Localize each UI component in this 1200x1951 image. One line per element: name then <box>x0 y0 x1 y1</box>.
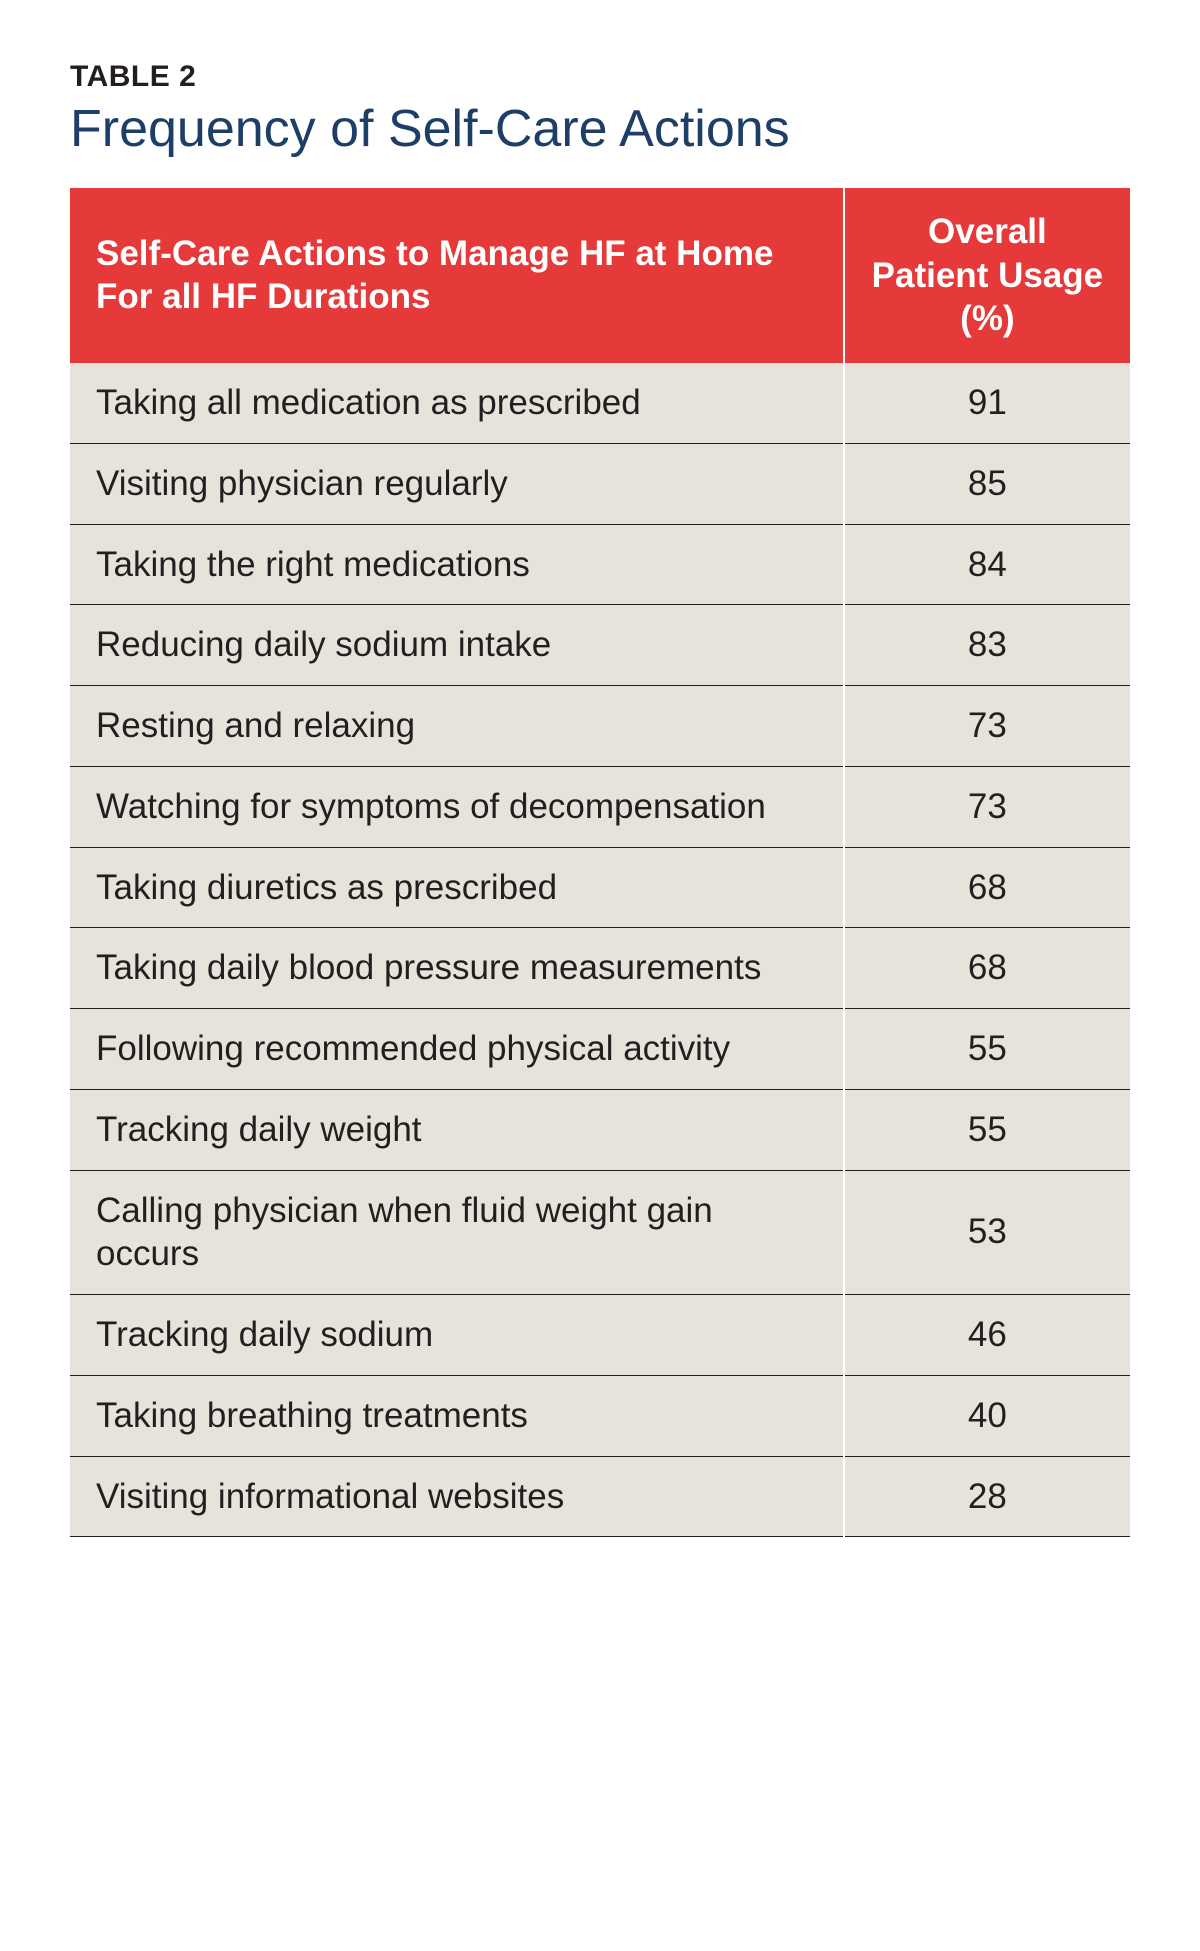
cell-value: 40 <box>844 1375 1130 1456</box>
cell-value: 85 <box>844 443 1130 524</box>
table-row: Taking breathing treatments 40 <box>70 1375 1130 1456</box>
cell-action: Taking all medication as prescribed <box>70 363 844 443</box>
table-row: Taking diuretics as prescribed 68 <box>70 847 1130 928</box>
table-row: Watching for symptoms of decompensation … <box>70 766 1130 847</box>
self-care-table: Self-Care Actions to Manage HF at Home F… <box>70 188 1130 1538</box>
cell-value: 73 <box>844 766 1130 847</box>
table-row: Calling physician when fluid weight gain… <box>70 1170 1130 1295</box>
cell-value: 55 <box>844 1009 1130 1090</box>
cell-action: Taking diuretics as prescribed <box>70 847 844 928</box>
cell-value: 84 <box>844 524 1130 605</box>
cell-action: Visiting informational websites <box>70 1456 844 1537</box>
cell-action: Taking daily blood pressure measurements <box>70 928 844 1009</box>
cell-action: Tracking daily weight <box>70 1089 844 1170</box>
column-header-action: Self-Care Actions to Manage HF at Home F… <box>70 188 844 363</box>
cell-action: Watching for symptoms of decompensation <box>70 766 844 847</box>
table-row: Taking all medication as prescribed 91 <box>70 363 1130 443</box>
table-row: Visiting informational websites 28 <box>70 1456 1130 1537</box>
table-row: Following recommended physical activity … <box>70 1009 1130 1090</box>
cell-value: 91 <box>844 363 1130 443</box>
cell-action: Taking the right medications <box>70 524 844 605</box>
cell-action: Following recommended physical activity <box>70 1009 844 1090</box>
table-label: TABLE 2 <box>70 60 1130 94</box>
cell-action: Taking breathing treatments <box>70 1375 844 1456</box>
column-header-value: Overall Patient Usage (%) <box>844 188 1130 363</box>
table-row: Taking daily blood pressure measurements… <box>70 928 1130 1009</box>
cell-value: 83 <box>844 605 1130 686</box>
cell-value: 73 <box>844 686 1130 767</box>
cell-action: Calling physician when fluid weight gain… <box>70 1170 844 1295</box>
cell-action: Resting and relaxing <box>70 686 844 767</box>
table-title: Frequency of Self-Care Actions <box>70 100 1130 160</box>
table-row: Tracking daily sodium 46 <box>70 1295 1130 1376</box>
table-body: Taking all medication as prescribed 91 V… <box>70 363 1130 1537</box>
cell-value: 68 <box>844 928 1130 1009</box>
cell-value: 46 <box>844 1295 1130 1376</box>
table-row: Reducing daily sodium intake 83 <box>70 605 1130 686</box>
page-container: TABLE 2 Frequency of Self-Care Actions S… <box>0 0 1200 1617</box>
cell-action: Reducing daily sodium intake <box>70 605 844 686</box>
cell-action: Tracking daily sodium <box>70 1295 844 1376</box>
table-row: Resting and relaxing 73 <box>70 686 1130 767</box>
table-row: Taking the right medications 84 <box>70 524 1130 605</box>
table-row: Tracking daily weight 55 <box>70 1089 1130 1170</box>
table-row: Visiting physician regularly 85 <box>70 443 1130 524</box>
cell-value: 68 <box>844 847 1130 928</box>
cell-value: 28 <box>844 1456 1130 1537</box>
table-header-row: Self-Care Actions to Manage HF at Home F… <box>70 188 1130 363</box>
cell-value: 53 <box>844 1170 1130 1295</box>
cell-action: Visiting physician regularly <box>70 443 844 524</box>
cell-value: 55 <box>844 1089 1130 1170</box>
